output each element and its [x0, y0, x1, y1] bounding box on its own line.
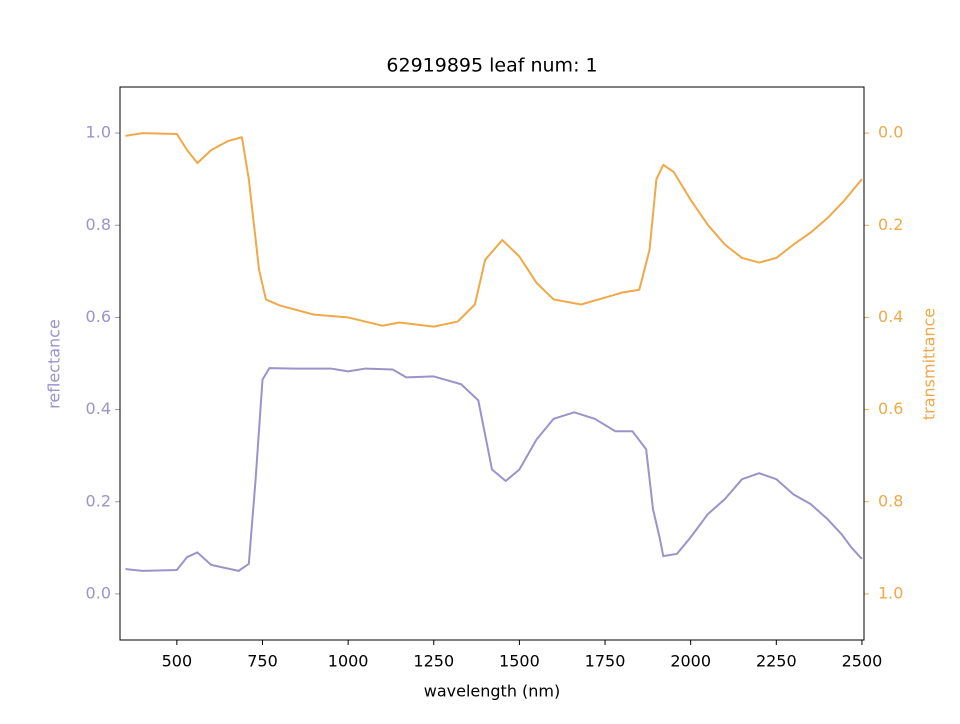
- y-tick-label: 0.8: [86, 215, 111, 234]
- y2-axis-label: transmittance: [920, 308, 939, 420]
- y-tick-label: 0.0: [86, 583, 111, 602]
- x-tick-label: 2500: [842, 652, 883, 671]
- x-tick-label: 1750: [585, 652, 626, 671]
- series-line: [125, 367, 863, 572]
- y2-tick-label: 0.8: [878, 491, 903, 510]
- y-tick-label: 0.6: [86, 307, 111, 326]
- y2-tick-label: 0.4: [878, 307, 903, 326]
- y2-tick-label: 1.0: [878, 583, 903, 602]
- chart-title: 62919895 leaf num: 1: [386, 55, 597, 77]
- x-tick-label: 2250: [756, 652, 797, 671]
- x-tick-label: 500: [162, 652, 193, 671]
- x-axis-label: wavelength (nm): [424, 682, 561, 701]
- y2-tick-label: 0.0: [878, 123, 903, 142]
- series-line: [125, 132, 863, 328]
- y2-tick-label: 0.6: [878, 399, 903, 418]
- y2-tick-label: 0.2: [878, 215, 903, 234]
- plot-frame: [119, 86, 865, 641]
- y-tick-label: 0.4: [86, 399, 111, 418]
- y-tick-label: 1.0: [86, 123, 111, 142]
- x-tick-label: 1000: [328, 652, 369, 671]
- x-tick-label: 2000: [670, 652, 711, 671]
- x-tick-label: 750: [247, 652, 278, 671]
- y-axis-label: reflectance: [45, 319, 64, 409]
- x-tick-label: 1250: [413, 652, 454, 671]
- y-tick-label: 0.2: [86, 491, 111, 510]
- x-tick-label: 1500: [499, 652, 540, 671]
